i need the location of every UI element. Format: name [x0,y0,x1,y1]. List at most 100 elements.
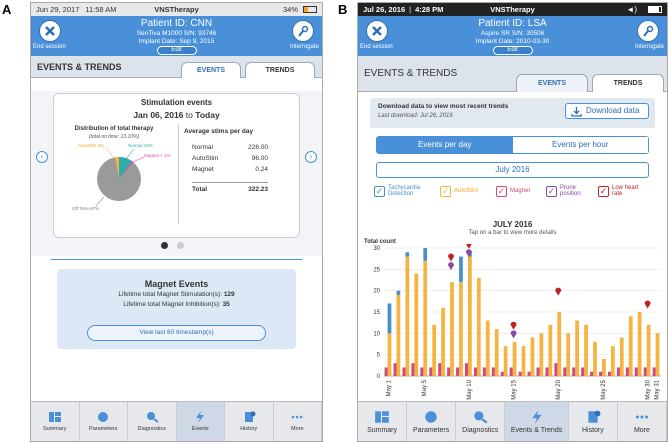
section-title: EVENTS & TRENDS [37,62,122,72]
bar-autostim [521,346,526,376]
bar-autostim [646,324,651,376]
checkbox-icon: ✓ [374,186,385,197]
y-tick-label: 25 [373,267,380,273]
segment-events-per-day[interactable]: Events per day [377,137,513,153]
bar-magnet [599,371,603,376]
nav-diagnostics[interactable]: Diagnostics [456,402,506,441]
interrogate-label: Interrogate [289,44,319,50]
edit-button[interactable]: Edit [156,46,197,55]
nav-summary[interactable]: Summary [358,402,408,441]
event-marker [466,244,472,249]
nav-summary[interactable]: Summary [31,402,80,441]
legend-label: Magnet [510,188,531,194]
bar-tachycardia [387,303,392,334]
nav-label: History [581,426,604,434]
total-divider [192,182,268,183]
panel-label-b: B [338,2,348,17]
bar-magnet [393,363,397,376]
next-arrow-button[interactable]: › [305,151,317,163]
nav-more[interactable]: More [618,402,667,441]
brand-text: VNSTherapy [490,5,535,14]
bar-autostim [610,346,615,376]
x-tick-label: May 5 [422,379,428,396]
last-download: Last download: Jul 26, 2016 [378,113,453,119]
summary-icon [48,412,61,422]
prev-arrow-button[interactable]: ‹ [36,151,48,163]
download-data-button[interactable]: Download data [565,103,649,119]
magnet-events-card: Magnet Events Lifetime total Magnet Stim… [57,269,296,349]
page-dot[interactable] [177,242,184,249]
event-marker [448,253,455,262]
nav-events-trends[interactable]: Events & Trends [505,402,569,441]
therapy-pie-chart: AutoStim 3% Normal 10% Magnet < 1% Off T… [72,143,171,211]
x-tick-label: May 20 [556,379,562,399]
nav-events[interactable]: Events [176,402,225,441]
patient-id: Patient ID: CNN [140,18,213,29]
avg-stims-title: Average stims per day [184,128,254,135]
nav-label: More [290,426,304,432]
diagnostics-icon [146,412,159,423]
view-timestamps-button[interactable]: View last 60 timestamp(s) [87,325,266,341]
events-bar-chart[interactable]: 0 5 10 15 20 25 30 May 1 May 5 May 10 May 15 May 20… [358,244,668,402]
patient-id: Patient ID: LSA [478,18,547,29]
bar-autostim [530,337,535,376]
end-session-button[interactable] [366,20,388,42]
nav-label: Diagnostics [137,426,166,432]
interrogate-button[interactable] [637,20,659,42]
bar-magnet [473,367,477,376]
close-icon [372,26,382,36]
bar-magnet [420,367,424,376]
device-serial: SenTiva M1000 S/N: 93746 [136,30,217,37]
bar-magnet [411,363,415,376]
interrogate-button[interactable] [292,20,314,42]
magnet-stim-value: 129 [223,291,235,298]
nav-diagnostics[interactable]: Diagnostics [128,402,177,441]
end-session-label: End session [360,44,393,50]
bar-autostim [539,333,544,376]
edit-button[interactable]: Edit [492,46,533,55]
bar-magnet [536,367,540,376]
bar-magnet [581,367,585,376]
bar-autostim [655,333,660,376]
pie-slice-magnet [119,161,133,179]
nav-parameters[interactable]: Parameters [80,402,128,441]
date-to: Today [195,110,220,120]
events-trends-bar: EVENTS & TRENDS EVENTS TRENDS [31,56,322,78]
bar-autostim [628,316,633,376]
bar-autostim [414,273,419,376]
tablet-screen-a: Jun 29, 2017 11:58 AM VNSTherapy 34% End… [30,2,323,442]
tab-events[interactable]: EVENTS [516,74,588,92]
tab-events[interactable]: EVENTS [181,62,241,78]
page-dot-active[interactable] [161,242,168,249]
battery-percent: 34% [282,5,298,14]
tab-trends[interactable]: TRENDS [592,74,664,92]
pie-label-autostim: AutoStim 3% [78,143,104,148]
end-session-button[interactable] [39,20,61,42]
pie-label-normal: Normal 10% [128,143,153,148]
download-label: Download data [586,106,640,115]
bar-magnet [572,367,576,376]
nav-more[interactable]: More [274,402,322,441]
x-tick-label: May 1 [386,379,392,396]
avg-total-row: Total 322.23 [192,186,268,193]
bar-autostim [593,341,597,376]
bar-autostim [494,329,499,376]
nav-history[interactable]: History [569,402,618,441]
event-marker [510,321,517,330]
battery-icon [303,6,317,13]
range-segmented-control: Events per day Events per hour [376,136,649,154]
device-serial: Aspire SR S/N: 30506 [480,30,545,37]
chevron-right-icon: › [309,152,313,161]
nav-parameters[interactable]: Parameters [407,402,457,441]
month-selector-button[interactable]: July 2016 [376,162,649,178]
y-tick-label: 30 [373,246,380,252]
bar-magnet [652,367,656,376]
magnet-title: Magnet Events [144,279,209,289]
event-marker [465,249,472,258]
brand-text: VNSTherapy [154,5,199,14]
nav-history[interactable]: History [225,402,274,441]
bar-autostim [476,277,481,376]
tab-trends[interactable]: TRENDS [245,62,315,78]
bar-autostim [557,312,562,376]
segment-events-per-hour[interactable]: Events per hour [512,137,648,153]
